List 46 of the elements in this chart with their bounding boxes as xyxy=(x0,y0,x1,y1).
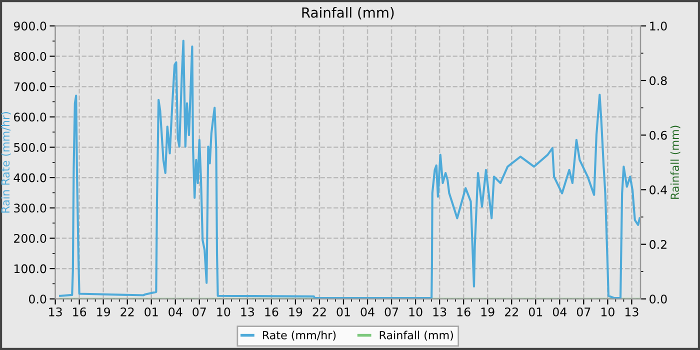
y-tick-label: 500.0 xyxy=(14,142,46,152)
x-tick-label: 01 xyxy=(528,307,542,316)
x-tick-label: 10 xyxy=(601,307,614,316)
y-tick-label: 900.0 xyxy=(14,22,46,31)
y-tick-label: 800.0 xyxy=(14,52,46,61)
y-tick-label: 700.0 xyxy=(14,82,46,92)
x-tick-label: 16 xyxy=(457,307,470,316)
x-tick-label: 04 xyxy=(168,307,182,316)
legend-label: Rainfall (mm) xyxy=(380,330,453,341)
y2-tick-label: 0.4 xyxy=(650,185,667,194)
y-tick-label: 300.0 xyxy=(14,204,46,213)
x-tick-label: 13 xyxy=(241,307,254,316)
x-tick-label: 13 xyxy=(433,307,446,316)
x-tick-label: 10 xyxy=(409,307,422,316)
x-tick-label: 04 xyxy=(360,307,374,316)
y-axis-title: Rain Rate (mm/hr) xyxy=(1,112,11,213)
x-tick-label: 22 xyxy=(120,307,134,316)
x-tick-label: 01 xyxy=(336,307,350,316)
x-tick-label: 16 xyxy=(73,307,86,316)
x-tick-label: 07 xyxy=(576,307,590,316)
y2-tick-label: 0.8 xyxy=(650,76,667,86)
x-tick-label: 07 xyxy=(384,307,398,316)
y-tick-label: 600.0 xyxy=(14,112,46,122)
x-tick-label: 13 xyxy=(625,307,638,316)
y-tick-label: 0.0 xyxy=(28,294,46,304)
legend-label: Rate (mm/hr) xyxy=(262,330,336,341)
y-tick-label: 100.0 xyxy=(14,264,46,274)
x-tick-label: 16 xyxy=(265,307,278,316)
y2-tick-label: 1.0 xyxy=(650,22,667,31)
x-tick-label: 13 xyxy=(49,307,62,316)
y2-axis-title: Rainfall (mm) xyxy=(670,126,680,199)
x-tick-label: 19 xyxy=(289,307,302,316)
x-tick-label: 22 xyxy=(312,307,326,316)
x-tick-label: 19 xyxy=(97,307,110,316)
chart-title: Rainfall (mm) xyxy=(302,7,394,20)
x-tick-label: 07 xyxy=(192,307,206,316)
x-tick-label: 10 xyxy=(217,307,230,316)
y-tick-label: 400.0 xyxy=(14,173,46,182)
y2-tick-label: 0.2 xyxy=(650,240,666,249)
x-tick-label: 04 xyxy=(552,307,566,316)
x-tick-label: 22 xyxy=(504,307,518,316)
y2-tick-label: 0.0 xyxy=(650,294,667,304)
x-tick-label: 19 xyxy=(481,307,494,316)
y-tick-label: 200.0 xyxy=(14,234,46,243)
y2-tick-label: 0.6 xyxy=(650,130,667,140)
x-tick-label: 01 xyxy=(144,307,158,316)
